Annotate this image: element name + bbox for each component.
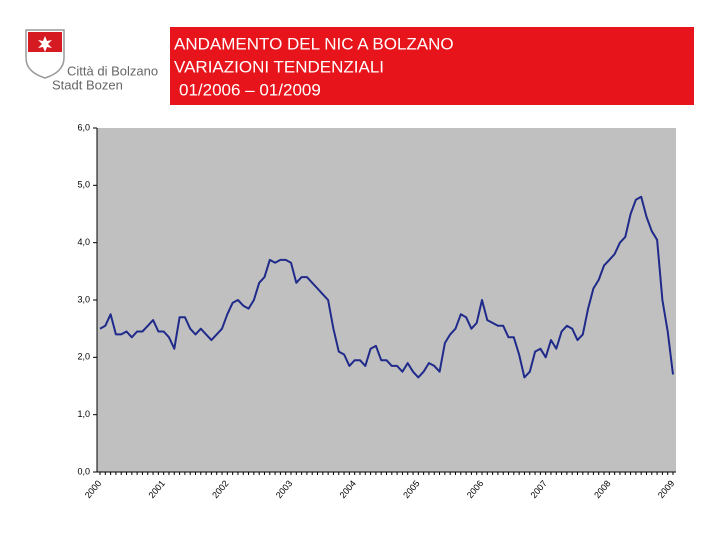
y-tick-label: 4,0 <box>77 237 90 247</box>
x-tick-label: 2001 <box>146 478 167 500</box>
x-tick-label: 2005 <box>401 478 422 500</box>
shield-star <box>38 36 52 52</box>
x-tick-label: 2009 <box>656 478 677 500</box>
x-tick-label: 2008 <box>592 478 613 500</box>
chart-title: ANDAMENTO DEL NIC A BOLZANO <box>174 34 454 53</box>
plot-area <box>97 128 676 472</box>
x-tick-label: 2000 <box>83 478 104 500</box>
x-tick-label: 2003 <box>274 478 295 500</box>
title-box <box>170 27 694 105</box>
x-tick-label: 2004 <box>337 478 358 500</box>
x-tick-label: 2006 <box>465 478 486 500</box>
y-tick-label: 2,0 <box>77 352 90 362</box>
logo-text: Città di Bolzano <box>67 63 158 78</box>
y-tick-label: 5,0 <box>77 180 90 190</box>
x-tick-label: 2002 <box>210 478 231 500</box>
y-tick-label: 6,0 <box>77 122 90 132</box>
y-tick-label: 3,0 <box>77 294 90 304</box>
chart-title: VARIAZIONI TENDENZIALI <box>174 57 384 76</box>
chart-title: 01/2006 – 01/2009 <box>179 80 321 99</box>
data-line <box>99 195 674 379</box>
logo: Città di Bolzano Stadt Bozen <box>25 29 158 92</box>
x-tick-label: 2007 <box>528 478 549 500</box>
logo-text: Stadt Bozen <box>52 77 123 92</box>
y-tick-label: 1,0 <box>77 409 90 419</box>
y-tick-label: 0,0 <box>77 466 90 476</box>
